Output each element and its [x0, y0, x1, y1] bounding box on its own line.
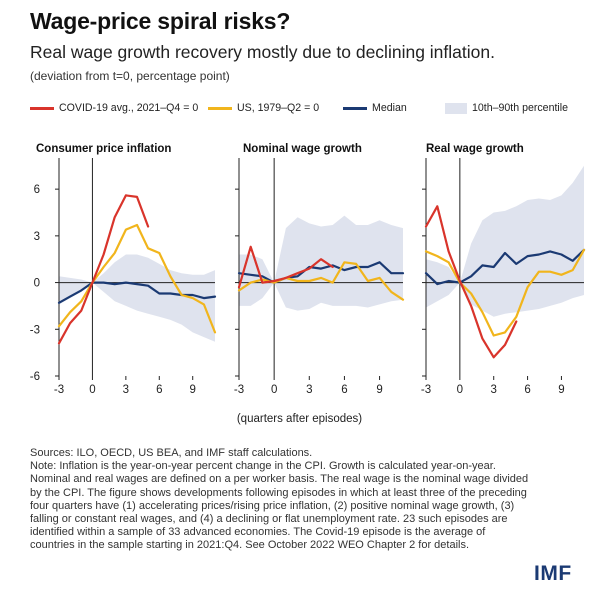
x-tick-label-panel-1: 9 — [190, 384, 196, 396]
legend-label-band: 10th–90th percentile — [472, 102, 569, 114]
legend-item-covid: COVID-19 avg., 2021–Q4 = 0 — [30, 102, 198, 114]
x-tick-label-panel-2: 6 — [341, 384, 347, 396]
legend-label-median: Median — [372, 102, 407, 114]
charts-canvas: -6 -3 0 3 6 -3 0 3 6 9 -3 0 3 6 9 -3 0 3 6 9 — [30, 158, 586, 396]
footnotes: Sources: ILO, OECD, US BEA, and IMF staf… — [30, 447, 530, 553]
percentile-band-panel-3 — [426, 165, 584, 317]
x-axis-caption: (quarters after episodes) — [236, 413, 363, 425]
legend-swatch-covid — [30, 106, 54, 110]
covid-line-panel-3 — [424, 205, 518, 359]
x-tick-label-panel-3: 9 — [558, 384, 564, 396]
y-tick-label-panel-1: -6 — [30, 371, 40, 383]
chart-title: Wage-price spiral risks? — [30, 8, 291, 34]
y-tick-label-panel-1: 6 — [34, 184, 40, 196]
x-tick-label-panel-1: -3 — [54, 384, 64, 396]
panel-title-nominal: Nominal wage growth — [243, 143, 362, 155]
legend-item-median: Median — [343, 102, 407, 114]
percentile-band-panel-1 — [59, 254, 215, 342]
x-tick-label-panel-2: -3 — [234, 384, 244, 396]
percentile-band-panel-2 — [239, 215, 403, 311]
panel-title-cpi: Consumer price inflation — [36, 143, 172, 155]
x-tick-label-panel-2: 0 — [271, 384, 277, 396]
y-tick-label-panel-1: -3 — [30, 324, 40, 336]
legend-swatch-us — [208, 106, 232, 110]
x-tick-label-panel-3: 6 — [524, 384, 530, 396]
chart-subtitle: Real wage growth recovery mostly due to … — [30, 42, 495, 62]
us-line-panel-3 — [424, 248, 586, 337]
legend-label-us: US, 1979–Q2 = 0 — [237, 102, 320, 114]
us-line-panel-1 — [57, 223, 217, 334]
covid-line-panel-1 — [57, 194, 150, 345]
x-tick-label-panel-3: 0 — [457, 384, 463, 396]
imf-logo: IMF — [534, 562, 572, 585]
legend-item-band: 10th–90th percentile — [445, 102, 568, 114]
y-tick-label-panel-1: 0 — [34, 278, 40, 290]
x-tick-label-panel-1: 6 — [156, 384, 162, 396]
sources-text: Sources: ILO, OECD, US BEA, and IMF staf… — [30, 447, 313, 459]
y-tick-label-panel-1: 3 — [34, 231, 40, 243]
median-line-panel-2 — [237, 261, 405, 284]
covid-line-panel-2 — [237, 245, 334, 289]
units-note: (deviation from t=0, percentage point) — [30, 69, 230, 83]
legend-swatch-median — [343, 106, 367, 110]
legend: COVID-19 avg., 2021–Q4 = 0 US, 1979–Q2 =… — [30, 102, 590, 118]
x-tick-label-panel-3: 3 — [491, 384, 497, 396]
x-tick-label-panel-1: 0 — [89, 384, 95, 396]
panel-title-real: Real wage growth — [426, 143, 524, 155]
legend-swatch-band — [445, 102, 467, 114]
note-text: Note: Inflation is the year-on-year perc… — [30, 460, 529, 552]
median-line-panel-3 — [424, 248, 586, 286]
x-tick-label-panel-2: 9 — [376, 384, 382, 396]
median-line-panel-1 — [57, 281, 217, 304]
x-tick-label-panel-1: 3 — [123, 384, 129, 396]
x-tick-label-panel-3: -3 — [421, 384, 431, 396]
x-tick-label-panel-2: 3 — [306, 384, 312, 396]
us-line-panel-2 — [237, 261, 405, 301]
legend-item-us: US, 1979–Q2 = 0 — [208, 102, 319, 114]
legend-label-covid: COVID-19 avg., 2021–Q4 = 0 — [59, 102, 199, 114]
